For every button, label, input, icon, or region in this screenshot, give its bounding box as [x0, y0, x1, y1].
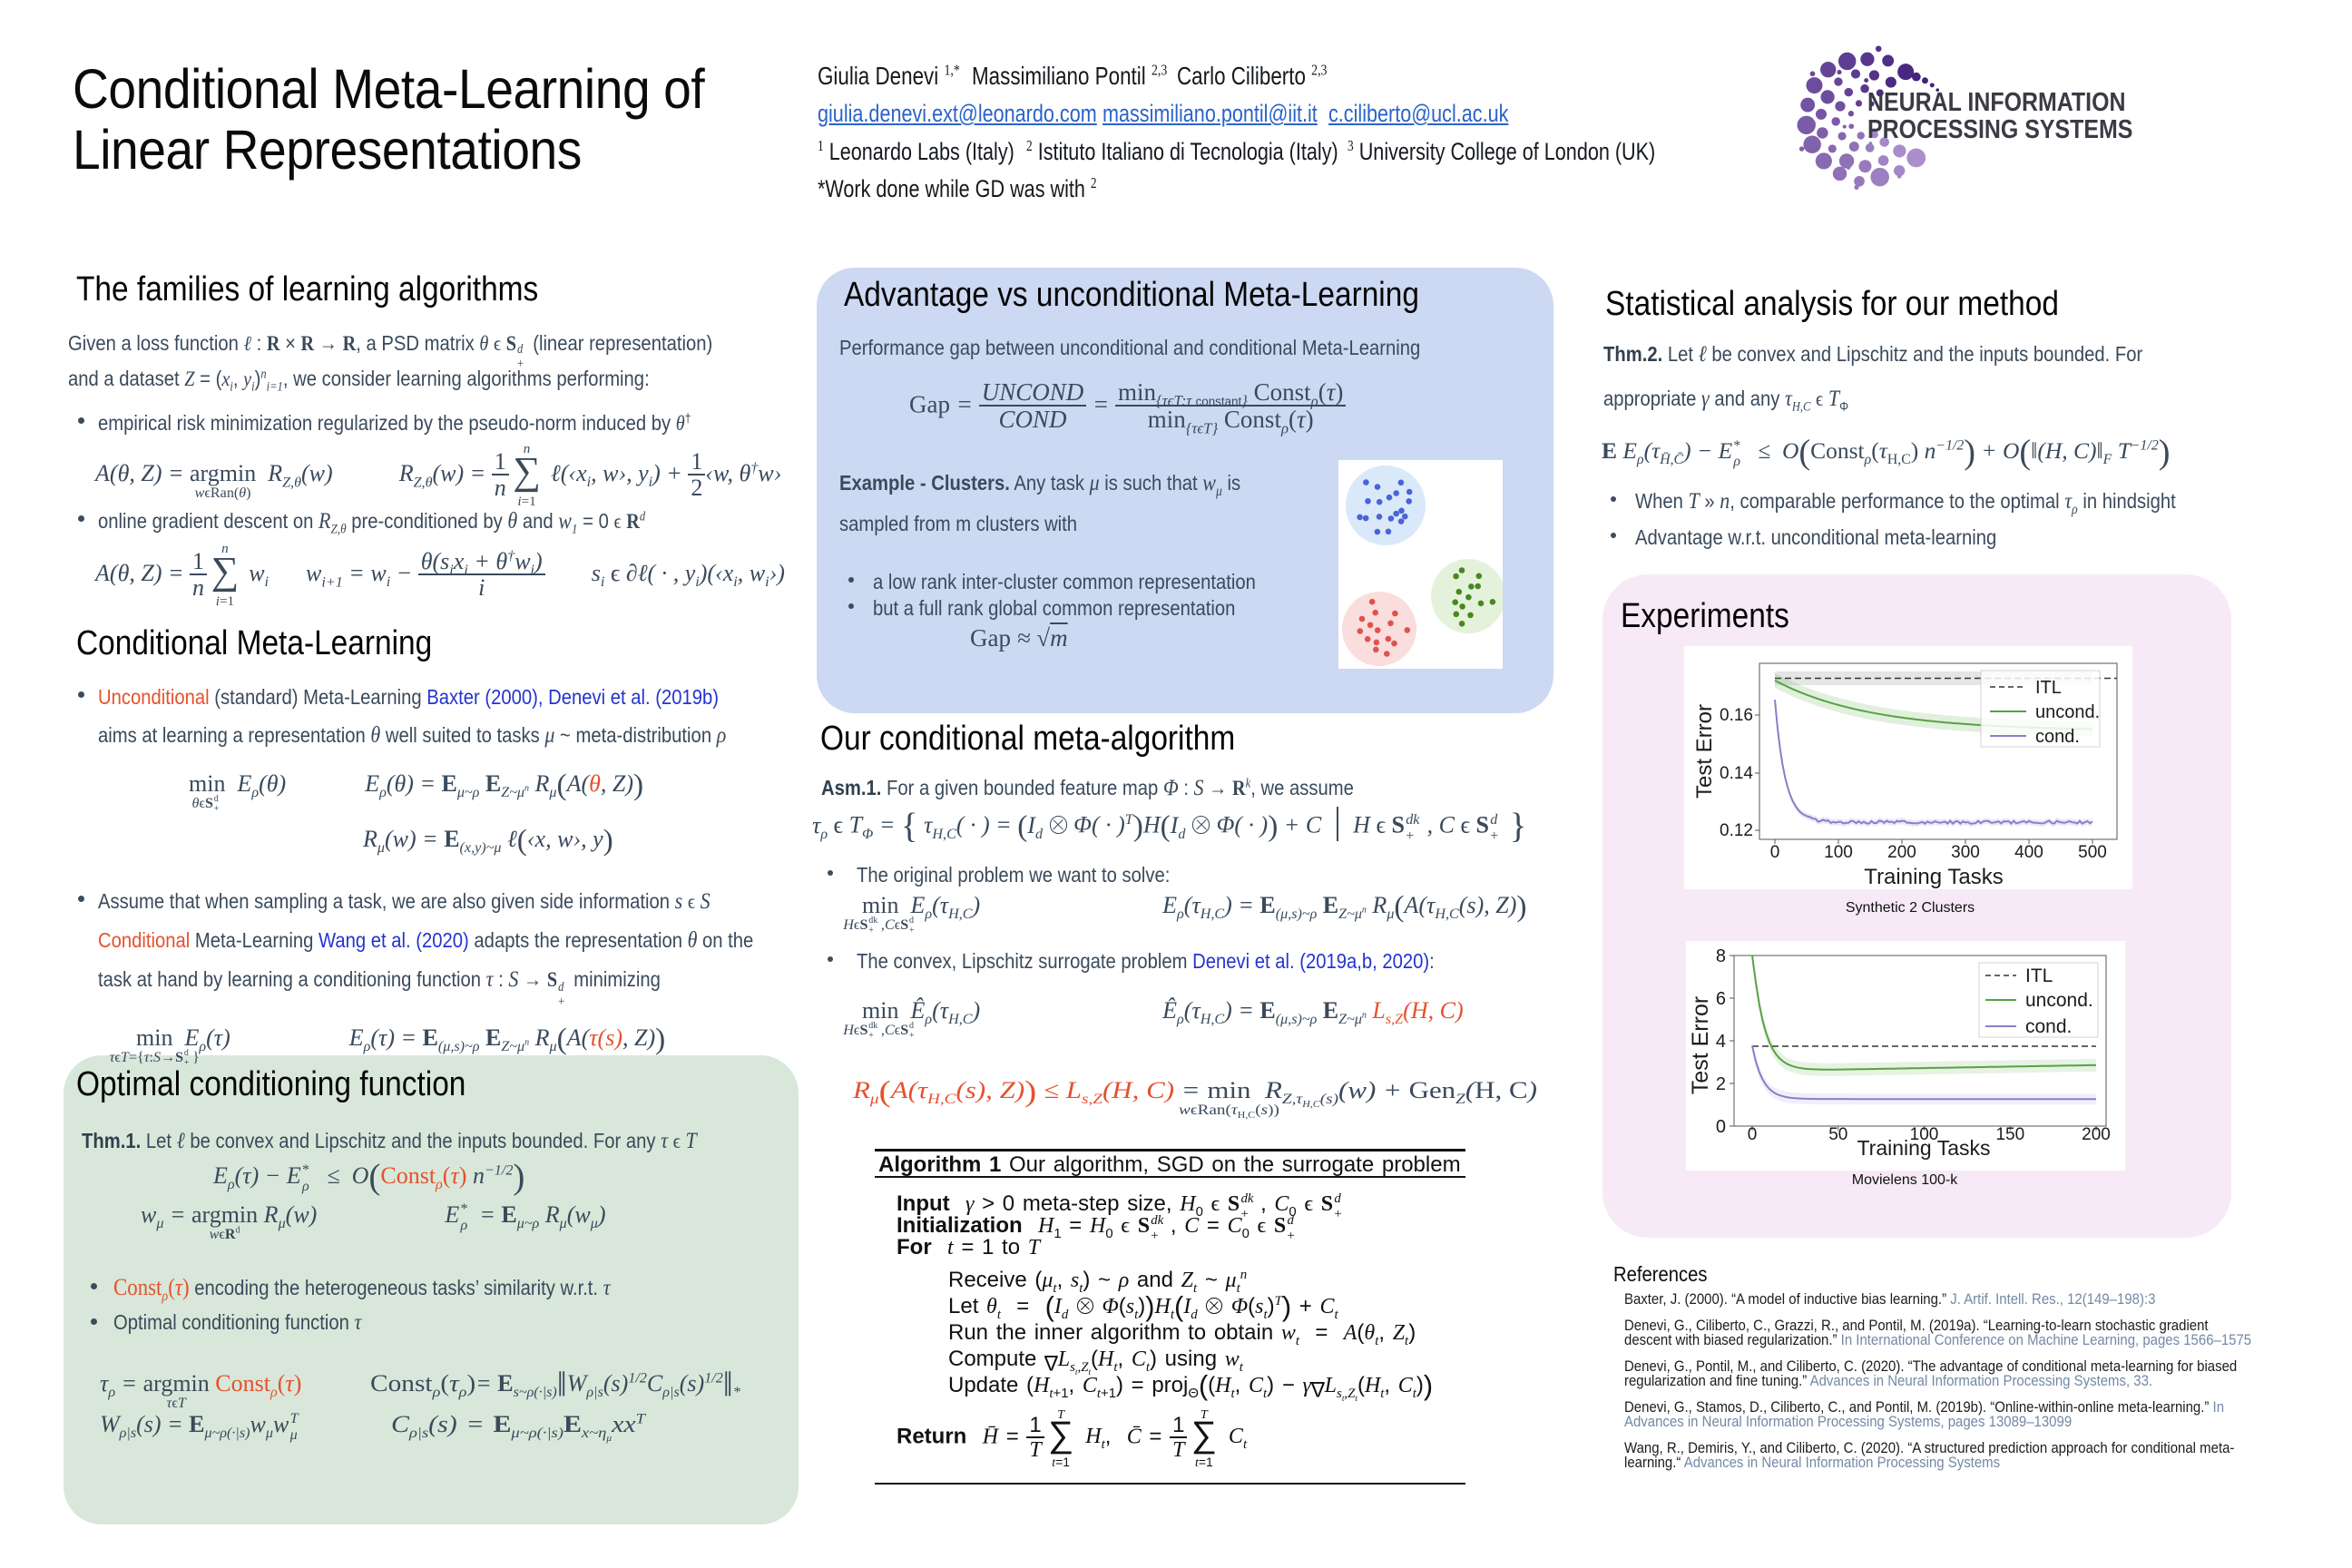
svg-text:200: 200	[1887, 843, 1916, 862]
svg-text:Test Error: Test Error	[1692, 704, 1717, 799]
svg-text:cond.: cond.	[2025, 1016, 2072, 1037]
svg-text:400: 400	[2014, 843, 2043, 862]
svg-text:0.16: 0.16	[1720, 706, 1753, 725]
svg-text:0.14: 0.14	[1720, 764, 1753, 783]
svg-text:200: 200	[2082, 1125, 2111, 1144]
svg-text:500: 500	[2078, 843, 2107, 862]
svg-text:cond.: cond.	[2035, 727, 2080, 747]
svg-text:0: 0	[1770, 843, 1780, 862]
svg-text:150: 150	[1995, 1125, 2024, 1144]
svg-text:50: 50	[1828, 1125, 1847, 1144]
svg-text:Test Error: Test Error	[1688, 996, 1713, 1094]
svg-text:4: 4	[1716, 1032, 1726, 1052]
svg-text:0: 0	[1748, 1125, 1758, 1144]
svg-text:Training Tasks: Training Tasks	[1864, 865, 2003, 889]
svg-text:ITL: ITL	[2035, 678, 2062, 698]
svg-text:ITL: ITL	[2025, 965, 2053, 986]
svg-text:6: 6	[1716, 989, 1726, 1009]
svg-text:2: 2	[1716, 1074, 1726, 1094]
svg-text:0.12: 0.12	[1720, 821, 1753, 840]
svg-text:100: 100	[1824, 843, 1853, 862]
svg-text:300: 300	[1951, 843, 1980, 862]
svg-text:Training Tasks: Training Tasks	[1857, 1136, 1990, 1160]
svg-text:uncond.: uncond.	[2025, 990, 2093, 1011]
svg-text:8: 8	[1716, 946, 1726, 966]
svg-text:uncond.: uncond.	[2035, 702, 2100, 722]
svg-text:100: 100	[1910, 1125, 1939, 1144]
svg-text:0: 0	[1716, 1117, 1726, 1137]
